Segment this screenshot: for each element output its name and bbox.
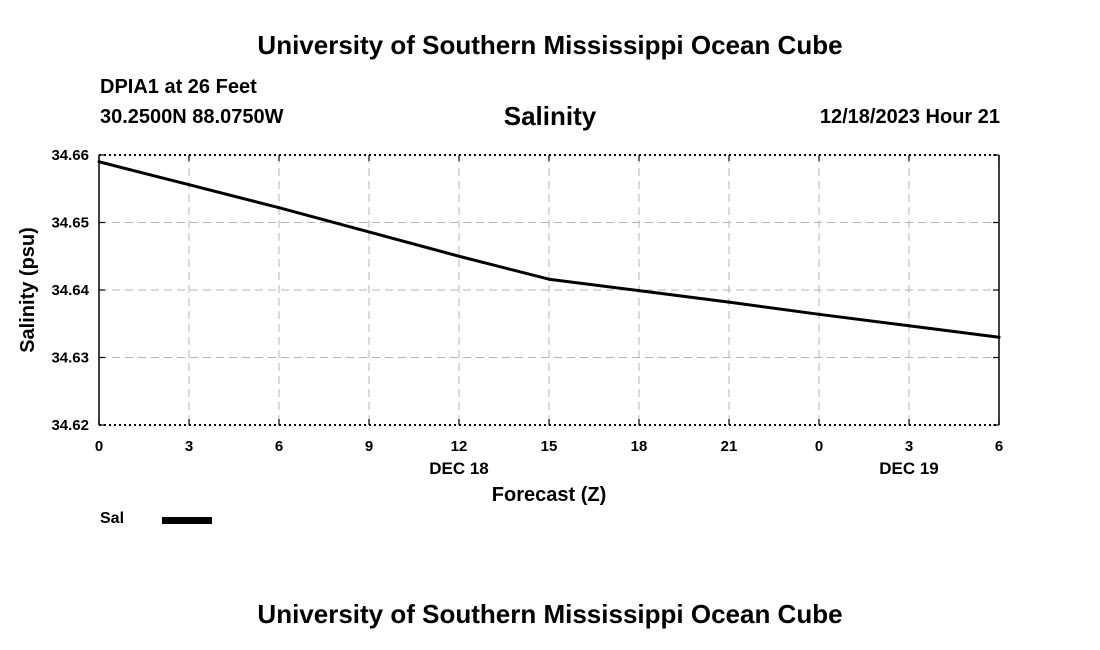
y-tick-label: 34.65 (51, 215, 89, 232)
y-tick-label: 34.66 (51, 147, 89, 164)
data-point (817, 312, 821, 316)
x-tick-label: 0 (95, 438, 103, 455)
data-point (367, 230, 371, 234)
page-title: University of Southern Mississippi Ocean… (257, 30, 843, 60)
y-axis-label: Salinity (psu) (17, 227, 39, 353)
y-tick-label: 34.64 (51, 282, 89, 299)
x-tick-label: 12 (451, 438, 468, 455)
x-tick-label: 18 (631, 438, 648, 455)
data-point (187, 183, 191, 187)
data-point (907, 324, 911, 328)
data-point (637, 289, 641, 293)
date-label: DEC 18 (429, 459, 489, 478)
y-tick-label: 34.63 (51, 350, 89, 367)
legend-swatch (162, 517, 212, 524)
data-point (997, 335, 1001, 339)
date-label: DEC 19 (879, 459, 939, 478)
x-tick-label: 6 (275, 438, 283, 455)
x-axis-label: Forecast (Z) (492, 484, 606, 506)
chart-title: Salinity (503, 101, 597, 131)
data-point (547, 277, 551, 281)
footer-title: University of Southern Mississippi Ocean… (257, 599, 843, 629)
x-tick-label: 9 (365, 438, 373, 455)
data-point (457, 254, 461, 258)
data-point (727, 300, 731, 304)
forecast-datetime: 12/18/2023 Hour 21 (819, 106, 1000, 128)
x-tick-label: 3 (905, 438, 913, 455)
y-tick-label: 34.62 (51, 417, 89, 434)
x-tick-label: 0 (815, 438, 823, 455)
station-label: DPIA1 at 26 Feet (100, 76, 257, 98)
x-tick-label: 3 (185, 438, 193, 455)
x-tick-label: 15 (541, 438, 558, 455)
x-tick-label: 6 (995, 438, 1003, 455)
x-tick-label: 21 (721, 438, 738, 455)
data-point (277, 206, 281, 210)
data-point (97, 160, 101, 164)
coordinates-label: 30.2500N 88.0750W (100, 106, 284, 128)
legend-label: Sal (100, 510, 125, 527)
